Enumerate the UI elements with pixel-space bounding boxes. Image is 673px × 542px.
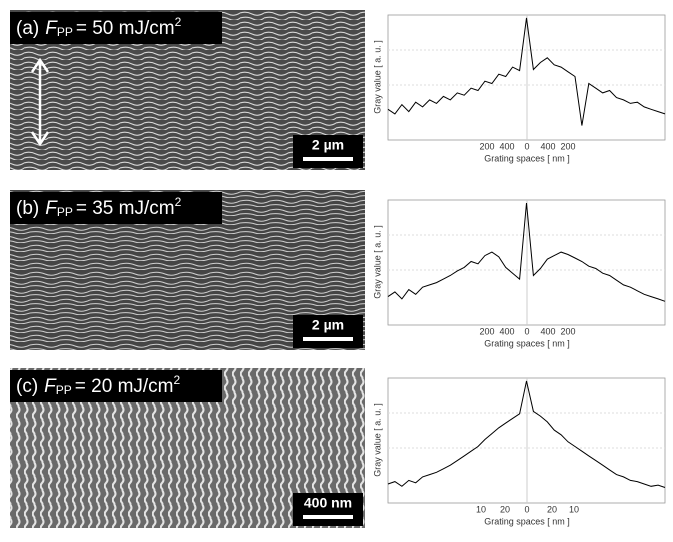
scale-bar-label: 2 µm: [312, 137, 344, 153]
fluence-symbol: F: [44, 376, 57, 397]
scale-bar: [303, 157, 353, 161]
scale-bar: [303, 337, 353, 341]
y-axis-label: Gray value [ a. u. ]: [372, 225, 382, 299]
fluence-superscript: 2: [175, 195, 182, 209]
fluence-value: = 35 mJ/cm: [76, 198, 175, 219]
scale-box: [293, 135, 363, 168]
label-box: [10, 192, 222, 224]
x-axis-label: Grating spaces [ nm ]: [484, 516, 570, 526]
x-tick-label: 20: [547, 504, 557, 514]
x-tick-label: 200: [560, 326, 575, 336]
x-tick-label: 400: [499, 326, 514, 336]
fluence-value: = 20 mJ/cm: [75, 376, 174, 397]
panel-label: (c) FPP = 20 mJ/cm2: [16, 373, 181, 397]
panel-label: (b) FPP = 35 mJ/cm2: [16, 195, 182, 219]
profile-line: [387, 17, 666, 126]
x-tick-label: 0: [524, 326, 529, 336]
scale-box: [293, 315, 363, 348]
scale-box: [293, 493, 363, 526]
fluence-subscript: PP: [57, 25, 73, 39]
fluence-superscript: 2: [175, 15, 182, 29]
panel-letter: (c): [16, 376, 38, 397]
label-box: [10, 12, 222, 44]
panel-letter: (b): [16, 198, 39, 219]
x-tick-label: 10: [476, 504, 486, 514]
fluence-symbol: F: [45, 18, 58, 39]
x-tick-label: 400: [540, 326, 555, 336]
y-axis-label: Gray value [ a. u. ]: [372, 403, 382, 477]
profile-line: [387, 202, 666, 302]
x-axis-label: Grating spaces [ nm ]: [484, 338, 570, 348]
x-tick-label: 200: [479, 326, 494, 336]
label-box: [10, 370, 222, 402]
panel-label: (a) FPP = 50 mJ/cm2: [16, 15, 182, 39]
fluence-symbol: F: [45, 198, 58, 219]
x-tick-label: 0: [524, 504, 529, 514]
scale-bar-label: 400 nm: [304, 495, 352, 511]
fluence-value: = 50 mJ/cm: [76, 18, 175, 39]
fluence-subscript: PP: [57, 205, 73, 219]
x-tick-label: 400: [540, 141, 555, 151]
y-axis-label: Gray value [ a. u. ]: [372, 40, 382, 114]
x-tick-label: 400: [499, 141, 514, 151]
panel-letter: (a): [16, 18, 39, 39]
x-tick-label: 200: [560, 141, 575, 151]
polarization-arrow: [30, 57, 50, 147]
fluence-superscript: 2: [174, 373, 181, 387]
x-tick-label: 200: [479, 141, 494, 151]
fluence-subscript: PP: [56, 383, 72, 397]
x-axis-label: Grating spaces [ nm ]: [484, 153, 570, 163]
x-tick-label: 20: [500, 504, 510, 514]
scale-bar: [303, 515, 353, 519]
x-tick-label: 0: [524, 141, 529, 151]
scale-bar-label: 2 µm: [312, 317, 344, 333]
profile-line: [387, 380, 666, 488]
x-tick-label: 10: [569, 504, 579, 514]
